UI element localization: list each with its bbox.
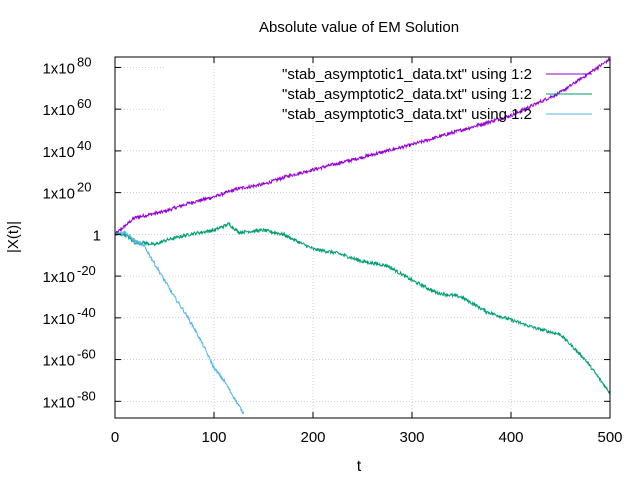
y-tick-label: 1x10	[42, 102, 75, 119]
y-tick-label-exponent: 60	[77, 96, 91, 111]
y-tick-label-exponent: -40	[77, 305, 96, 320]
x-tick-label: 0	[111, 429, 119, 446]
y-axis-label: |X(t)|	[5, 221, 22, 253]
plot-frame	[114, 56, 611, 419]
y-tick-label-exponent: 80	[77, 54, 91, 69]
series-line-1	[114, 57, 611, 236]
y-tick-label-exponent: -80	[77, 388, 96, 403]
legend-label-2: "stab_asymptotic2_data.txt" using 1:2	[282, 86, 532, 103]
y-tick-label-exponent: -20	[77, 263, 96, 278]
y-tick-label: 1x10	[42, 353, 75, 370]
x-tick-label: 500	[597, 429, 622, 446]
y-tick-label: 1x10	[42, 311, 75, 328]
y-tick-label: 1	[93, 227, 101, 244]
legend-label-3: "stab_asymptotic3_data.txt" using 1:2	[282, 106, 532, 123]
y-tick-label: 1x10	[42, 394, 75, 411]
series-layer	[114, 57, 611, 415]
x-tick-label: 400	[498, 429, 523, 446]
grid-layer	[115, 57, 610, 418]
y-tick-label-exponent: -60	[77, 347, 96, 362]
x-tick-label: 100	[201, 429, 226, 446]
y-tick-label: 1x10	[42, 269, 75, 286]
x-tick-label: 300	[399, 429, 424, 446]
y-tick-label: 1x10	[42, 60, 75, 77]
y-tick-label-exponent: 20	[77, 180, 91, 195]
series-line-2	[114, 221, 611, 395]
y-tick-label-exponent: 40	[77, 138, 91, 153]
legend-layer: "stab_asymptotic1_data.txt" using 1:2 "st…	[282, 66, 592, 123]
series-line-3	[114, 229, 245, 415]
y-tick-label: 1x10	[42, 186, 75, 203]
x-axis-label: t	[357, 458, 362, 475]
chart-title: Absolute value of EM Solution	[259, 19, 459, 36]
y-tick-label: 1x10	[42, 144, 75, 161]
legend-label-1: "stab_asymptotic1_data.txt" using 1:2	[282, 66, 532, 83]
x-tick-label: 200	[300, 429, 325, 446]
